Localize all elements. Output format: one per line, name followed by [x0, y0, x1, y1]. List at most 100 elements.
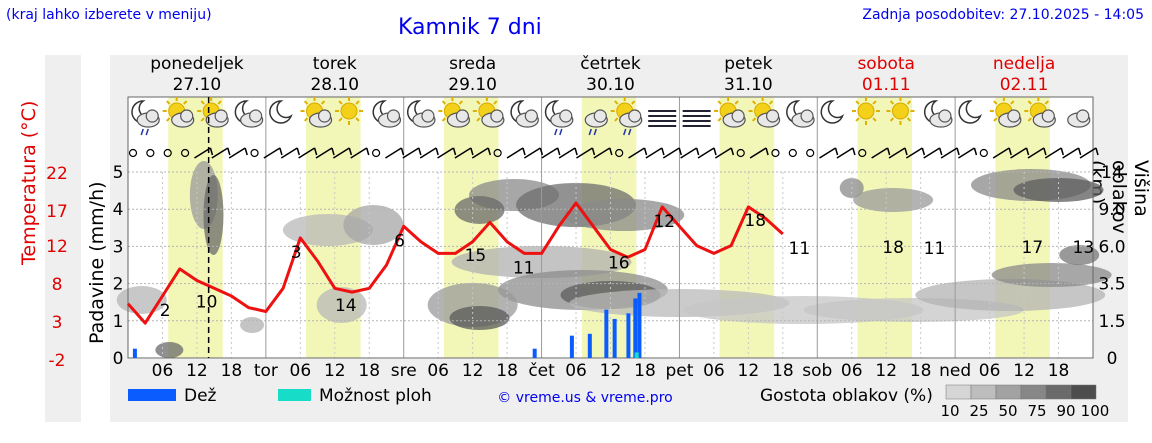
temperature-value-label: 2: [160, 301, 171, 321]
moon-cloud-icon: [786, 100, 815, 128]
temperature-value-label: 3: [291, 243, 302, 263]
wind-barb-flag: [609, 147, 613, 156]
cloud-density-value: 25: [969, 402, 988, 420]
wind-barb-flag: [435, 147, 439, 156]
x-tick-label: 06: [427, 361, 449, 381]
wind-barb-flag: [713, 147, 717, 156]
wind-barb-flag: [973, 147, 978, 156]
wind-barb-flag: [695, 147, 700, 156]
wind-barb: [541, 147, 559, 159]
temperature-value-label: 13: [1073, 238, 1095, 258]
wind-barb-flag: [1095, 147, 1099, 156]
wind-barb: [576, 147, 593, 159]
cloud-density-swatch: [995, 384, 1022, 400]
sun-cloud-icon: [472, 97, 505, 128]
cloud-density-value: 10: [940, 402, 959, 420]
moon-icon: [820, 100, 845, 124]
wind-barb-flag: [678, 147, 682, 156]
sun-cloud-icon: [989, 97, 1022, 128]
wind-barb: [280, 147, 298, 159]
wind-barb-flag: [452, 147, 457, 156]
wind-barb-flag: [209, 147, 214, 156]
moon-icon: [958, 100, 982, 124]
wind-calm-marker: [979, 148, 988, 158]
wind-calm-marker: [493, 148, 502, 158]
showers-legend-label: Možnost ploh: [319, 386, 432, 406]
wind-barb: [471, 147, 489, 159]
precipitation-tick-label: 3: [113, 237, 124, 257]
x-tick-label: 18: [1048, 361, 1070, 381]
wind-barb: [437, 147, 454, 159]
day-date: 27.10: [173, 75, 222, 95]
cloud-height-tick-label: 0: [1107, 349, 1118, 369]
cloud-density-blob: [316, 287, 367, 323]
wind-barb: [836, 147, 854, 159]
menu-hint[interactable]: (kraj lahko izberete v meniju): [6, 7, 212, 23]
sun-icon: [851, 97, 880, 125]
left-axis-panel: [45, 55, 81, 422]
day-name: ponedeljek: [150, 54, 244, 74]
cloud-icon: [1067, 109, 1091, 128]
plot-border: [127, 96, 1094, 359]
moon-cloud-icon: [923, 100, 953, 128]
cloud-density-swatch: [945, 384, 972, 400]
cloud-density-swatch: [1020, 384, 1047, 400]
x-tick-label: 12: [462, 361, 484, 381]
cloud-rain-icon: [584, 109, 608, 136]
sun-icon: [886, 97, 915, 125]
day-date: 02.11: [1000, 75, 1049, 95]
x-tick-label: 12: [1013, 361, 1035, 381]
wind-barb-flag: [539, 147, 544, 156]
x-tick-label: 06: [565, 361, 587, 381]
x-tick-label: 06: [152, 361, 174, 381]
wind-barb: [558, 147, 576, 159]
cloud-density-swatch: [970, 384, 997, 400]
sun-icon: [335, 97, 364, 125]
temperature-value-label: 16: [608, 254, 630, 274]
moon-cloud-rain-icon: [544, 100, 574, 136]
wind-barb-flag: [661, 147, 665, 156]
wind-barb-flag: [1060, 147, 1064, 156]
wind-barb: [523, 147, 541, 159]
cloud-height-tick-label: 3.5: [1098, 275, 1125, 295]
wind-barb: [350, 147, 368, 159]
wind-barb: [332, 147, 350, 159]
wind-barb-flag: [470, 147, 474, 156]
cloud-density-value: 75: [1027, 402, 1046, 420]
wind-barb: [992, 147, 1010, 159]
showers-legend-swatch: [278, 389, 311, 401]
temperature-value-label: 10: [196, 292, 218, 312]
wind-barb: [228, 147, 246, 159]
wind-barb: [402, 147, 420, 159]
wind-calm-marker: [146, 148, 155, 158]
wind-barb: [211, 147, 229, 159]
wind-barb: [923, 147, 941, 159]
wind-barb: [958, 147, 975, 159]
cloud-height-tick-label: 9.0: [1098, 200, 1125, 220]
x-tick-label: 12: [600, 361, 622, 381]
x-tick-label: 06: [703, 361, 725, 381]
rain-legend-label: Dež: [184, 386, 217, 406]
rain-bar: [569, 335, 574, 358]
x-tick-label: 06: [841, 361, 863, 381]
rain-bar: [132, 348, 137, 358]
daylight-band: [995, 97, 1050, 358]
wind-barb-flag: [557, 147, 561, 156]
x-tick-label: tor: [254, 361, 278, 381]
temperature-value-label: 11: [924, 239, 946, 259]
wind-barb-flag: [939, 147, 943, 156]
wind-barb: [662, 147, 680, 159]
showers-bar: [634, 352, 639, 358]
day-name: petek: [724, 54, 772, 74]
day-date: 29.10: [448, 75, 497, 95]
cloud-density-value: 90: [1056, 402, 1075, 420]
wind-calm-marker: [180, 148, 190, 158]
wind-calm-marker: [788, 148, 797, 158]
wind-barb-flag: [643, 147, 648, 156]
precipitation-tick-label: 1: [113, 312, 124, 332]
rain-bar: [633, 298, 638, 358]
x-tick-label: 12: [738, 361, 760, 381]
temperature-tick-label: 12: [46, 237, 68, 257]
temperature-value-label: 11: [513, 258, 535, 278]
